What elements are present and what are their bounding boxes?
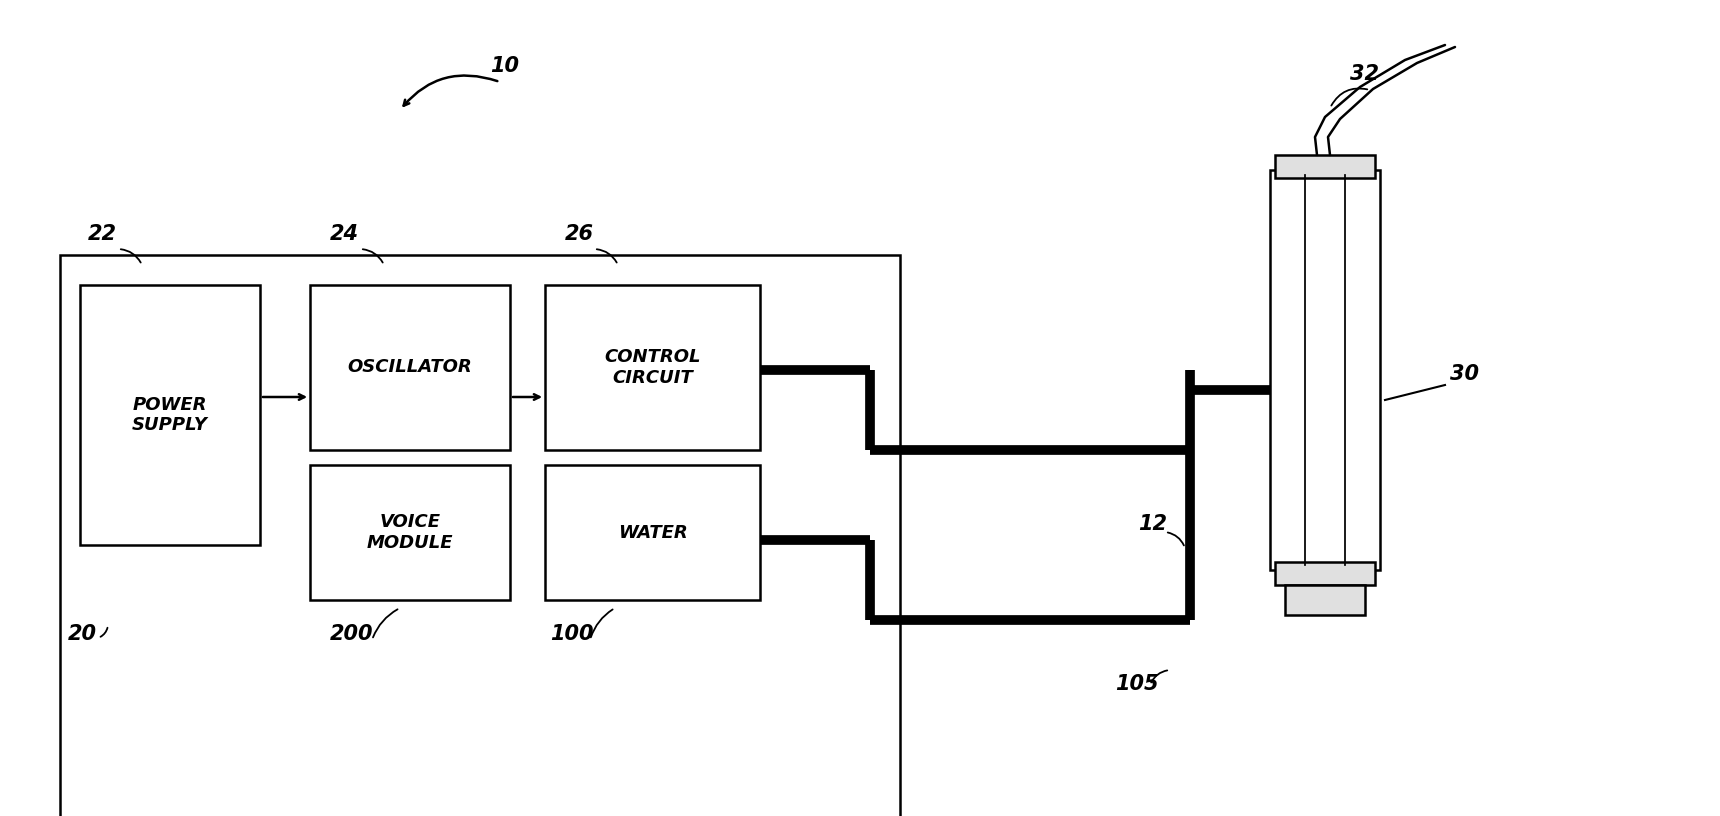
Text: 100: 100 bbox=[550, 624, 593, 644]
Text: CONTROL
CIRCUIT: CONTROL CIRCUIT bbox=[604, 348, 700, 387]
Text: 105: 105 bbox=[1115, 674, 1159, 694]
Bar bbox=[81, 285, 260, 545]
Text: 10: 10 bbox=[490, 56, 519, 76]
Text: VOICE
MODULE: VOICE MODULE bbox=[366, 513, 454, 552]
Text: 200: 200 bbox=[330, 624, 373, 644]
Bar bbox=[1269, 170, 1379, 570]
Bar bbox=[1275, 155, 1374, 178]
Text: 12: 12 bbox=[1139, 514, 1166, 534]
Text: WATER: WATER bbox=[617, 524, 688, 542]
Text: 24: 24 bbox=[330, 224, 359, 244]
Bar bbox=[60, 255, 900, 816]
Text: 26: 26 bbox=[564, 224, 593, 244]
Bar bbox=[545, 285, 760, 450]
Bar bbox=[545, 465, 760, 600]
Bar bbox=[310, 465, 511, 600]
Text: 20: 20 bbox=[69, 624, 96, 644]
Text: POWER
SUPPLY: POWER SUPPLY bbox=[132, 396, 208, 434]
Text: 30: 30 bbox=[1450, 364, 1479, 384]
Text: OSCILLATOR: OSCILLATOR bbox=[347, 358, 473, 376]
Text: 22: 22 bbox=[88, 224, 117, 244]
Text: 32: 32 bbox=[1350, 64, 1379, 84]
Bar bbox=[310, 285, 511, 450]
Bar bbox=[1275, 562, 1374, 585]
Bar bbox=[1285, 585, 1366, 615]
